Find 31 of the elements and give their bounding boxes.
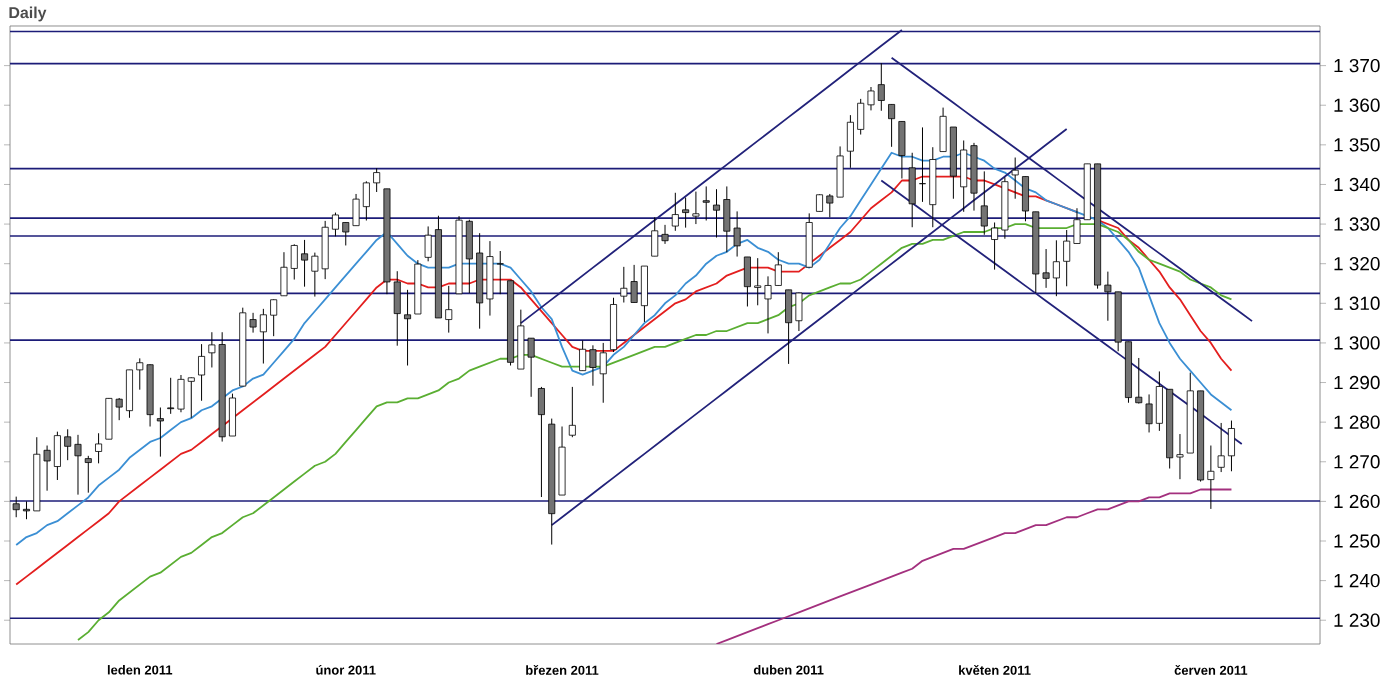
candlestick <box>980 170 988 236</box>
y-tick-label: 1 360 <box>1334 98 1380 112</box>
candlestick <box>805 212 813 268</box>
y-tick-label: 1 330 <box>1334 217 1380 231</box>
candlestick <box>1011 157 1019 200</box>
y-tick-label: 1 320 <box>1334 256 1380 271</box>
candlestick <box>568 386 576 438</box>
y-tick-label: 1 370 <box>1334 58 1380 73</box>
y-tick-label: 1 290 <box>1334 375 1380 390</box>
candlestick <box>610 297 618 353</box>
candlestick <box>682 197 690 229</box>
y-tick-label: 1 300 <box>1334 336 1380 350</box>
candlestick <box>198 343 206 402</box>
candlestick <box>156 406 164 458</box>
y-tick-label: 1 250 <box>1334 534 1380 548</box>
candlestick <box>702 185 710 222</box>
candlestick <box>692 191 700 225</box>
y-tick-label: 1 260 <box>1334 494 1380 509</box>
candlestick <box>84 455 92 494</box>
y-tick-label: 1 280 <box>1334 415 1380 429</box>
y-tick-label: 1 310 <box>1334 296 1380 311</box>
y-tick-label: 1 230 <box>1334 613 1380 627</box>
candlestick <box>888 103 896 148</box>
y-tick-label: 1 340 <box>1334 177 1380 192</box>
candlestick <box>537 386 545 498</box>
y-tick-label: 1 350 <box>1334 138 1380 152</box>
y-tick-label: 1 240 <box>1334 573 1380 588</box>
y-tick-label: 1 270 <box>1334 455 1380 469</box>
candlestick <box>671 192 679 232</box>
candlestick <box>95 432 103 464</box>
candlestick <box>898 120 906 180</box>
